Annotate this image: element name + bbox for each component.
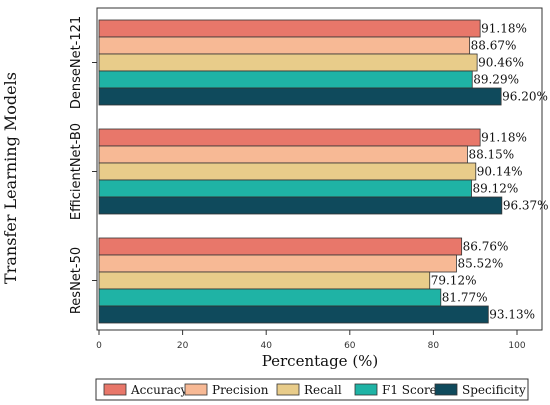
bar-accuracy-3 (98, 237, 463, 256)
data-label-recall-2: 90.14% (477, 165, 523, 179)
bars-group: 91.18% 88.67% 90.46% 89.29% 96.20% 91.18% 88.1… (98, 19, 549, 324)
bar-f1-score-1 (98, 70, 473, 89)
data-label-accuracy-2: 91.18% (481, 131, 527, 145)
data-label-precision-2: 88.15% (468, 148, 514, 162)
bar-recall-3 (98, 271, 431, 290)
legend-label-precision: Precision (212, 383, 269, 397)
x-tick-label: 20 (177, 341, 189, 351)
bar-precision-3 (98, 254, 457, 273)
bar-accuracy-1 (98, 19, 481, 38)
legend-swatch-precision (184, 383, 208, 396)
x-axis-title: Percentage (%) (262, 352, 379, 370)
data-label-f1-score-3: 81.77% (442, 291, 488, 305)
data-label-precision-1: 88.67% (471, 39, 517, 53)
data-label-f1-score-2: 89.12% (473, 182, 519, 196)
y-axis-title: Transfer Learning Models (1, 72, 20, 284)
legend: Accuracy Precision Recall F1 Score Specifici… (103, 383, 526, 397)
data-label-precision-3: 85.52% (457, 257, 503, 271)
bar-precision-2 (98, 145, 468, 164)
bar-specificity-1 (98, 87, 502, 106)
legend-swatch-accuracy (103, 383, 127, 396)
data-label-specificity-3: 93.13% (489, 308, 535, 322)
legend-swatch-f1-score (354, 383, 378, 396)
bar-f1-score-3 (98, 288, 442, 307)
legend-frame (95, 378, 529, 401)
legend-label-recall: Recall (304, 383, 342, 397)
bar-recall-2 (98, 162, 477, 181)
category-label: DenseNet-121 (69, 16, 84, 109)
x-tick-label: 100 (508, 341, 525, 351)
x-tick-label: 40 (260, 341, 272, 351)
x-axis: 0 20 40 60 80 100 (96, 330, 526, 351)
bar-specificity-2 (98, 196, 503, 215)
plot-frame (96, 7, 543, 331)
data-label-recall-3: 79.12% (431, 274, 477, 288)
data-label-specificity-2: 96.37% (503, 199, 549, 213)
category-label: EfficientNet-B0 (69, 123, 84, 220)
data-label-f1-score-1: 89.29% (473, 73, 519, 87)
x-tick-label: 60 (344, 341, 356, 351)
legend-swatch-specificity (434, 383, 458, 396)
bar-f1-score-2 (98, 179, 472, 198)
bar-specificity-3 (98, 305, 489, 324)
legend-label-f1-score: F1 Score (382, 383, 437, 397)
data-label-accuracy-3: 86.76% (463, 240, 509, 254)
data-label-recall-1: 90.46% (478, 56, 524, 70)
bar-precision-1 (98, 36, 471, 55)
data-label-specificity-1: 96.20% (502, 90, 548, 104)
category-label: ResNet-50 (69, 247, 84, 314)
bar-accuracy-2 (98, 128, 481, 147)
bar-recall-1 (98, 53, 478, 72)
x-tick-label: 80 (428, 341, 440, 351)
y-axis: DenseNet-121 EfficientNet-B0 ResNet-50 (69, 16, 97, 314)
legend-label-specificity: Specificity (462, 383, 526, 397)
legend-label-accuracy: Accuracy (130, 383, 187, 397)
data-label-accuracy-1: 91.18% (481, 22, 527, 36)
x-tick-label: 0 (96, 341, 102, 351)
legend-swatch-recall (276, 383, 300, 396)
